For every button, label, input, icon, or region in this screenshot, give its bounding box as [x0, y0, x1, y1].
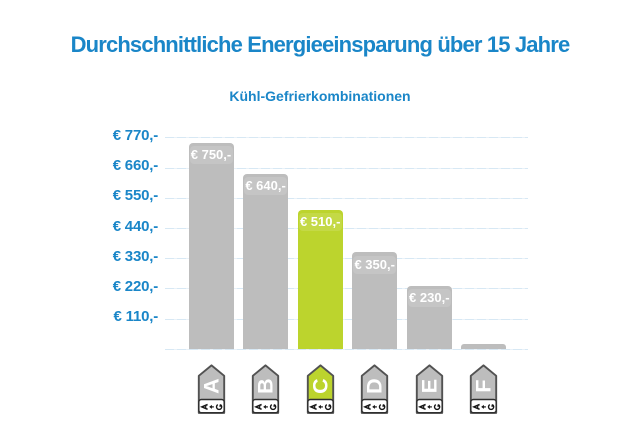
svg-text:B: B — [254, 378, 278, 394]
svg-text:F: F — [472, 380, 496, 393]
svg-text:C: C — [308, 378, 332, 394]
svg-text:E: E — [417, 379, 441, 393]
svg-text:D: D — [363, 378, 387, 394]
svg-text:A: A — [199, 378, 223, 394]
